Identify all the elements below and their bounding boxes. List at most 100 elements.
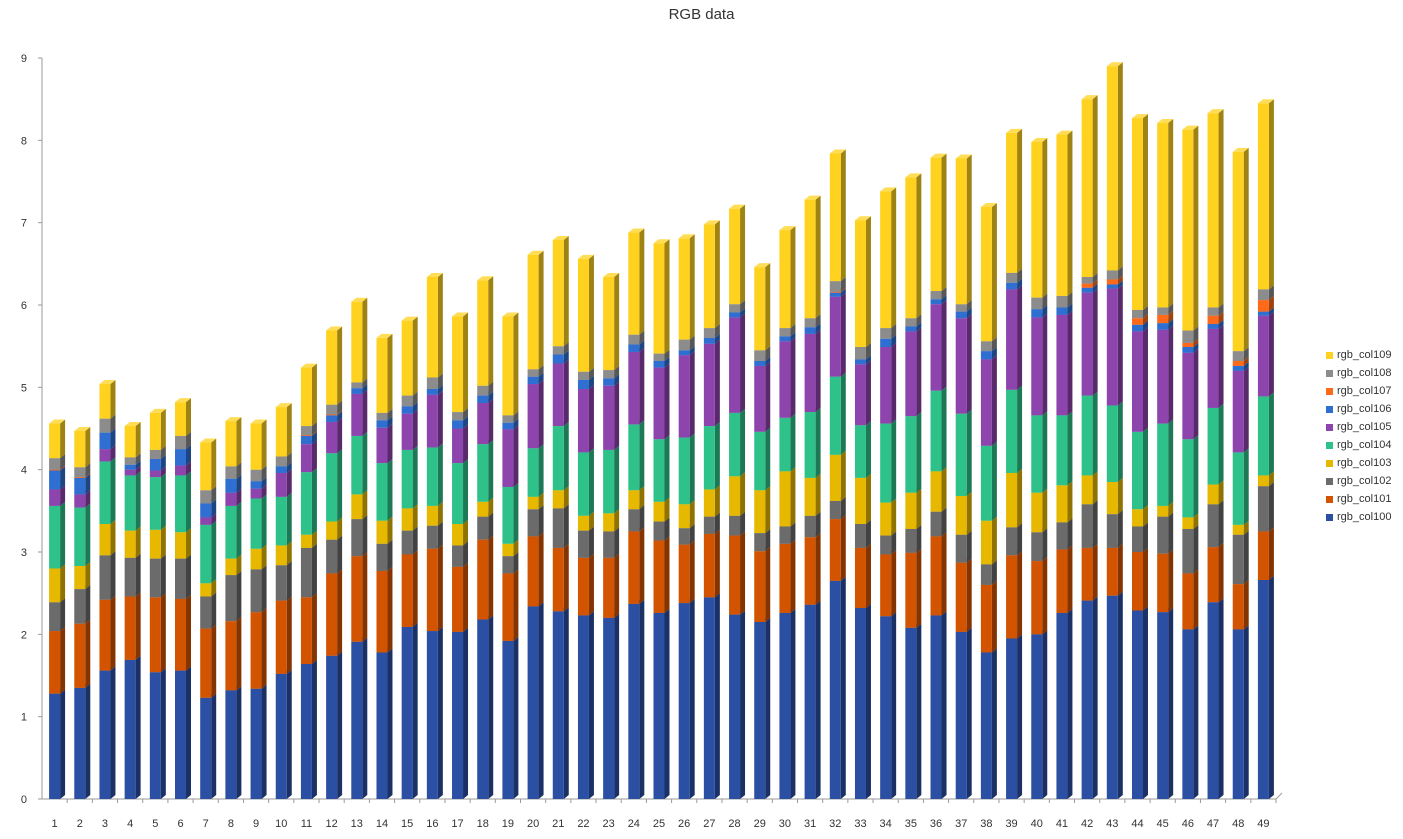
bar-segment-side (1067, 608, 1073, 799)
bar-segment (729, 304, 741, 313)
bar-segment-side (991, 355, 997, 446)
bar-segment (300, 426, 312, 436)
bar-segment-side (740, 511, 746, 536)
bar-segment-side (186, 431, 192, 450)
bar-segment-side (966, 307, 972, 319)
bar-segment-side (815, 600, 821, 799)
bar-segment-side (538, 365, 544, 377)
bar-segment (1257, 300, 1269, 312)
bar-segment-side (1142, 305, 1148, 319)
bar-segment (326, 539, 338, 574)
bar-segment (829, 376, 841, 455)
bar-segment-side (186, 666, 192, 799)
bar-segment-side (1017, 278, 1023, 290)
bar-segment-side (1142, 114, 1148, 310)
bar-segment-side (261, 484, 267, 499)
bar-segment-side (1042, 137, 1048, 298)
bar-segment-side (362, 389, 368, 436)
bar-segment-side (60, 627, 66, 694)
bar-segment-side (1168, 419, 1174, 506)
bar-segment (729, 476, 741, 516)
bar-segment (552, 426, 564, 491)
bar-segment (74, 589, 86, 624)
legend-item: rgb_col107 (1326, 382, 1402, 400)
bar-segment (1031, 532, 1043, 562)
bar-segment (300, 472, 312, 535)
bar-segment-side (1117, 275, 1123, 285)
y-tick-label: 3 (21, 547, 27, 559)
x-tick-label: 21 (552, 818, 564, 830)
x-tick-label: 12 (325, 818, 337, 830)
bar-segment (275, 673, 287, 799)
bar-segment-side (85, 503, 91, 566)
bar-segment (326, 521, 338, 540)
bar-segment-side (1142, 522, 1148, 552)
bar-segment-side (286, 462, 292, 473)
bar-segment-side (966, 530, 972, 563)
bar-segment (351, 301, 363, 383)
bar-segment (880, 554, 892, 617)
bar-segment-side (1243, 347, 1249, 361)
legend-item: rgb_col105 (1326, 418, 1402, 436)
bar-segment (376, 652, 388, 799)
bar-segment-side (1092, 279, 1098, 288)
bar-segment-side (614, 527, 620, 558)
bar-segment (1056, 134, 1068, 296)
x-tick-label: 11 (301, 818, 312, 830)
bar-segment-side (815, 533, 821, 605)
bar-segment-side (261, 608, 267, 689)
bar-segment-side (916, 314, 922, 327)
bar-segment (1006, 527, 1018, 556)
bar-segment (829, 454, 841, 501)
x-tick-label: 35 (905, 818, 917, 830)
bar-segment (124, 557, 136, 597)
bar-segment-side (311, 659, 317, 799)
bar-segment-top (678, 234, 695, 239)
bar-segment (880, 191, 892, 329)
bar-segment (703, 343, 715, 427)
bar-segment-top (351, 297, 368, 302)
legend-item: rgb_col106 (1326, 400, 1402, 418)
bar-segment-side (362, 490, 368, 520)
bar-segment-side (311, 422, 317, 436)
bar-segment (300, 367, 312, 427)
bar-segment-top (200, 438, 217, 443)
bar-segment-side (85, 490, 91, 508)
bar-segment (175, 558, 187, 599)
bar-segment (175, 449, 187, 466)
bar-segment (326, 573, 338, 656)
bar-segment-side (236, 554, 242, 576)
bar-segment-side (639, 527, 645, 604)
bar-segment (905, 552, 917, 628)
bar-segment (1081, 292, 1093, 396)
bar-segment-side (186, 461, 192, 476)
x-tick-label: 48 (1232, 818, 1244, 830)
bar-segment-side (1268, 575, 1274, 799)
bar-segment (300, 435, 312, 436)
bar-segment-side (790, 539, 796, 613)
bar-segment-side (714, 422, 720, 490)
bar-segment-side (236, 617, 242, 691)
bar-segment-side (1168, 501, 1174, 517)
bar-segment-side (664, 239, 670, 354)
bar-segment (653, 501, 665, 522)
bar-segment (225, 558, 237, 576)
bar-segment-top (779, 226, 796, 231)
bar-segment (426, 277, 438, 378)
y-tick-label: 5 (21, 382, 27, 394)
bar-segment-side (387, 416, 393, 428)
x-tick-label: 27 (703, 818, 715, 830)
bar-segment-side (1092, 283, 1098, 293)
bar-segment (1081, 99, 1093, 278)
bar-segment (1106, 66, 1118, 271)
bar-segment-side (1017, 551, 1023, 639)
bar-segment (477, 395, 489, 403)
bar-segment-side (110, 428, 116, 450)
bar-segment-side (1243, 625, 1249, 799)
bar-segment (1081, 287, 1093, 293)
bar-segment-side (412, 316, 418, 396)
legend-label: rgb_col106 (1337, 403, 1392, 415)
bar-segment (452, 420, 464, 429)
bar-segment (1131, 431, 1143, 510)
bar-segment (880, 346, 892, 424)
